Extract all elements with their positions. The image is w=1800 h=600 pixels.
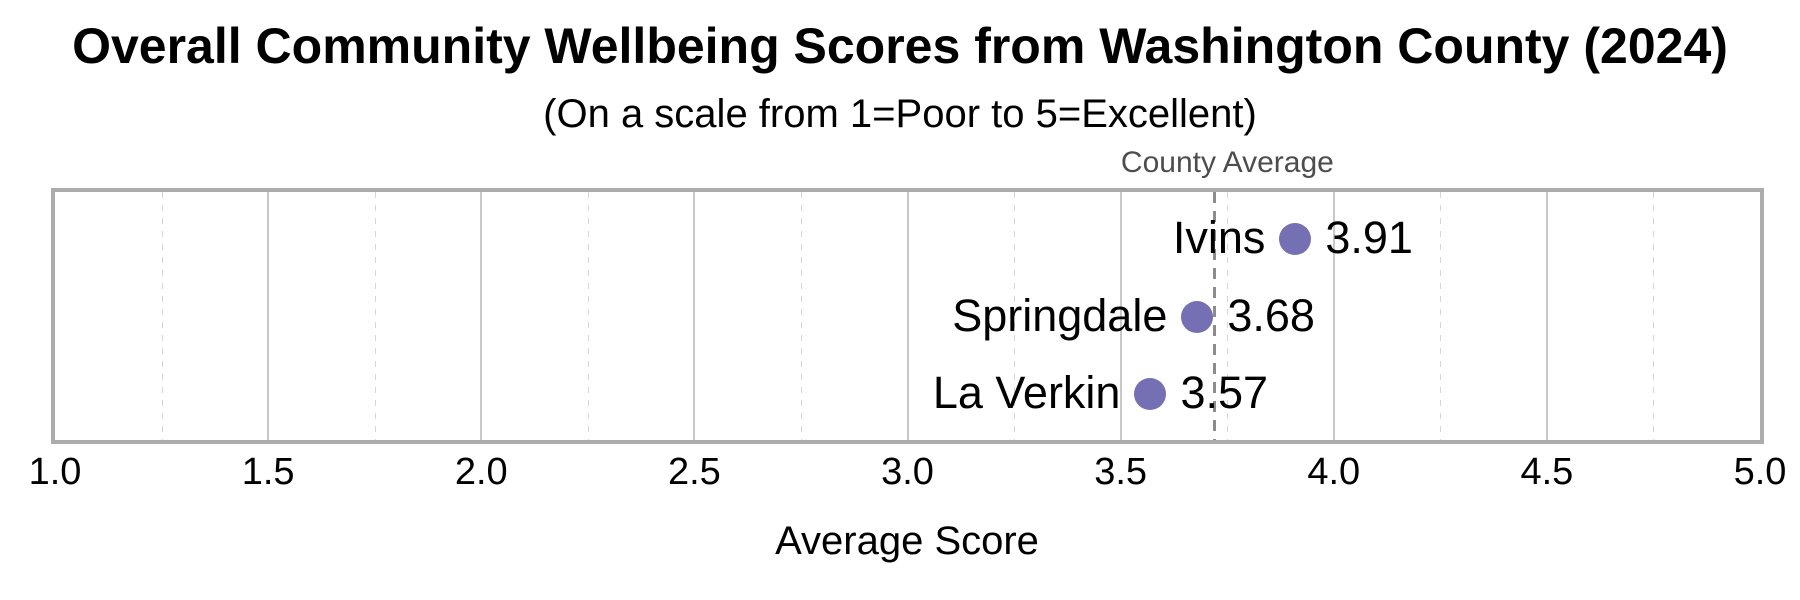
plot-area: Ivins 3.91 Springdale 3.68 La Verkin 3.57 [51, 188, 1764, 444]
x-tick-label: 4.0 [1307, 451, 1361, 493]
gridline-minor [800, 192, 802, 440]
gridline-minor [374, 192, 376, 440]
gridline-minor [1653, 192, 1655, 440]
gridline-minor [161, 192, 163, 440]
gridline-major [267, 192, 270, 440]
gridline-major [1119, 192, 1122, 440]
data-point-dot [1134, 378, 1167, 410]
data-point-name: Ivins [1172, 212, 1266, 263]
gridline-major [906, 192, 909, 440]
gridline-minor [1227, 192, 1229, 440]
x-tick-label: 2.5 [667, 451, 721, 493]
gridline-major [1545, 192, 1548, 440]
data-point-name: La Verkin [932, 367, 1121, 418]
data-point-name: Springdale [952, 289, 1168, 341]
gridline-minor [1440, 192, 1442, 440]
gridline-major [693, 192, 696, 440]
gridline-minor [1014, 192, 1016, 440]
data-point-value: 3.91 [1325, 212, 1413, 263]
x-tick-label: 1.5 [241, 451, 295, 493]
data-point-dot [1181, 300, 1214, 333]
gridline-major [1332, 192, 1335, 440]
data-point-value: 3.57 [1180, 367, 1269, 418]
x-tick-label: 2.0 [454, 451, 508, 493]
chart-title: Overall Community Wellbeing Scores from … [72, 18, 1728, 74]
data-point-value: 3.68 [1227, 289, 1315, 341]
x-tick-label: 3.0 [881, 451, 934, 493]
gridline-minor [587, 192, 589, 440]
data-point-dot [1279, 223, 1312, 255]
x-tick-label: 3.5 [1094, 451, 1148, 493]
x-tick-label: 5.0 [1733, 451, 1787, 493]
gridline-major [480, 192, 483, 440]
x-axis-title: Average Score [775, 519, 1039, 563]
reference-line-label: County Average [1120, 146, 1334, 179]
county-average-line [1212, 192, 1216, 440]
x-tick-label: 4.5 [1520, 451, 1574, 493]
x-tick-label: 1.0 [28, 451, 82, 493]
chart-subtitle: (On a scale from 1=Poor to 5=Excellent) [543, 92, 1257, 136]
